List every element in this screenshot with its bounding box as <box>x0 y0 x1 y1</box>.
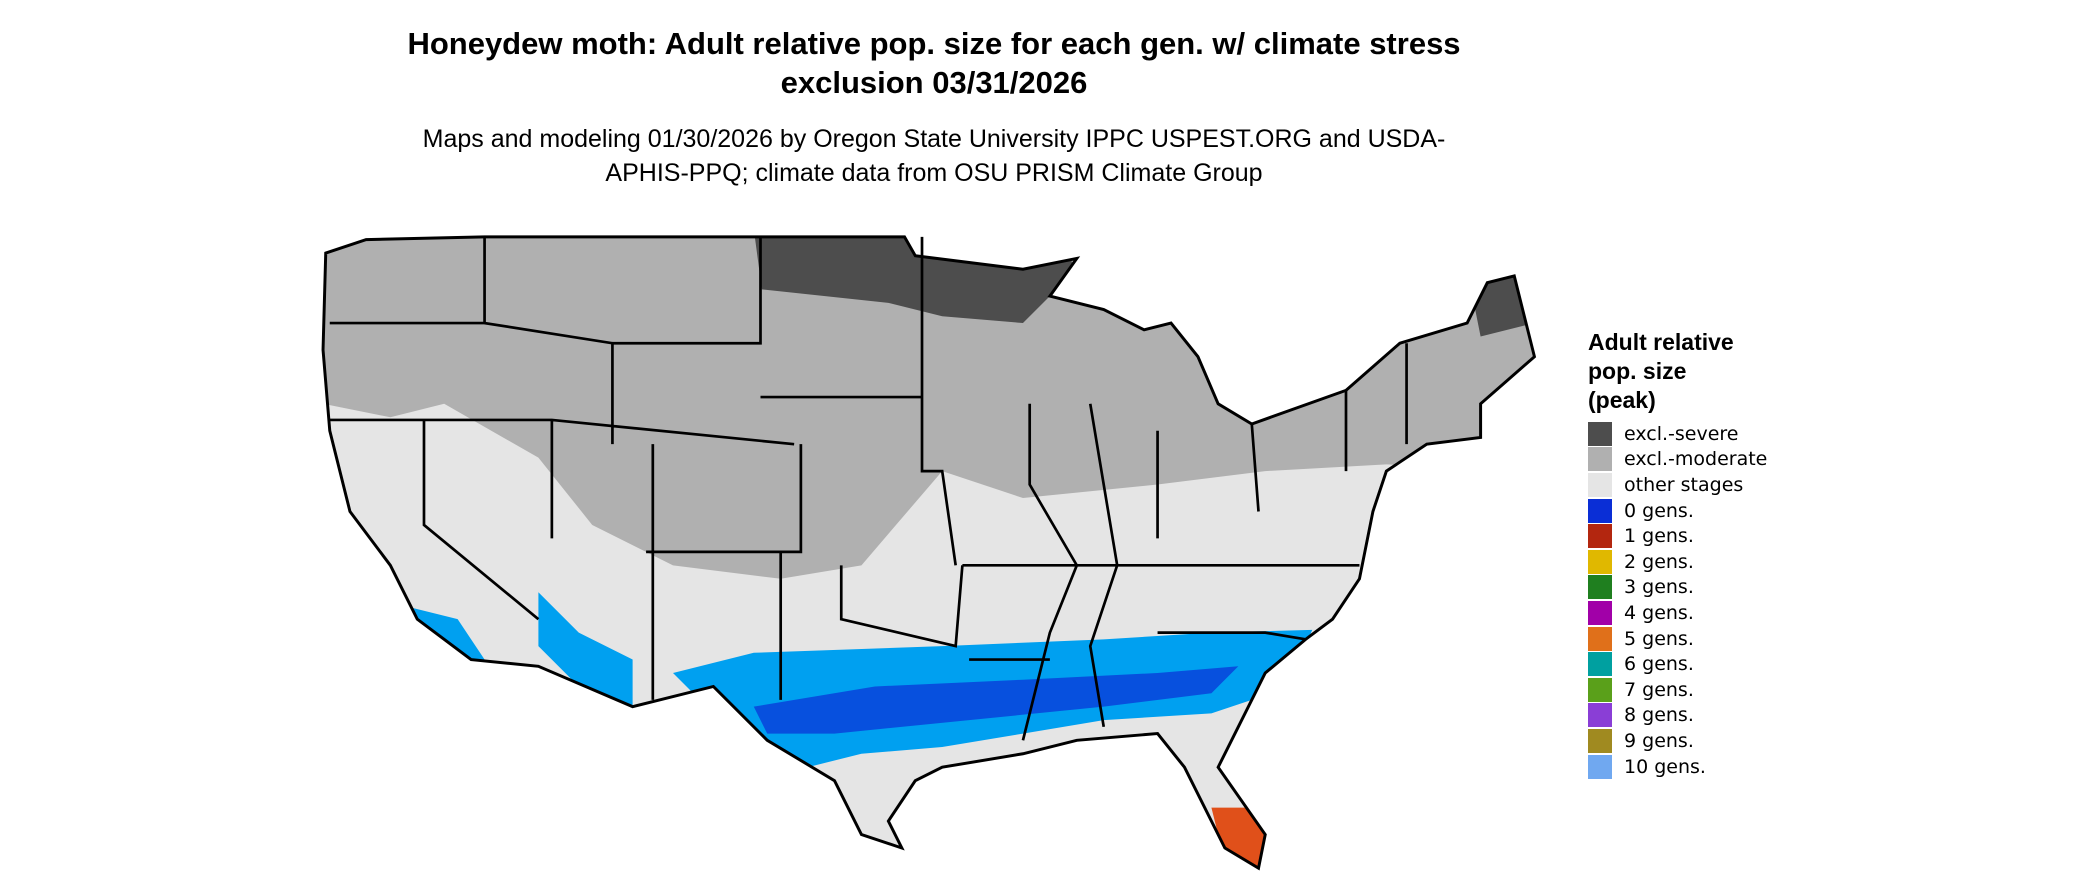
legend-label: 1 gens. <box>1624 525 1694 548</box>
legend-item: 4 gens. <box>1588 600 1767 626</box>
legend-swatch <box>1588 447 1612 472</box>
legend-swatch <box>1588 754 1612 779</box>
legend-label: 6 gens. <box>1624 653 1694 676</box>
legend-item: excl.-severe <box>1588 421 1767 447</box>
legend-item: 1 gens. <box>1588 523 1767 549</box>
legend-label: 8 gens. <box>1624 704 1694 727</box>
legend-item: other stages <box>1588 472 1767 498</box>
legend-swatch <box>1588 677 1612 702</box>
legend-swatch <box>1588 575 1612 600</box>
legend-item: excl.-moderate <box>1588 447 1767 473</box>
state-lines <box>329 236 1408 741</box>
legend-item: 3 gens. <box>1588 575 1767 601</box>
legend-swatch <box>1588 652 1612 677</box>
legend-label: 0 gens. <box>1624 499 1694 522</box>
legend-swatch <box>1588 524 1612 549</box>
legend-item: 0 gens. <box>1588 498 1767 524</box>
legend-label: 5 gens. <box>1624 627 1694 650</box>
legend-item: 6 gens. <box>1588 651 1767 677</box>
legend-swatch <box>1588 626 1612 651</box>
legend-label: 7 gens. <box>1624 678 1694 701</box>
legend-swatch <box>1588 728 1612 753</box>
legend-item: 5 gens. <box>1588 626 1767 652</box>
legend-label: 9 gens. <box>1624 729 1694 752</box>
legend-label: 3 gens. <box>1624 576 1694 599</box>
legend-label: 10 gens. <box>1624 755 1706 778</box>
us-map <box>321 235 1536 870</box>
legend-label: excl.-moderate <box>1624 448 1768 471</box>
legend-swatch <box>1588 498 1612 523</box>
legend-item: 7 gens. <box>1588 677 1767 703</box>
legend-label: excl.-severe <box>1624 422 1739 445</box>
legend-label: other stages <box>1624 473 1744 496</box>
legend-item: 9 gens. <box>1588 728 1767 754</box>
legend-label: 2 gens. <box>1624 550 1694 573</box>
subtitle: Maps and modeling 01/30/2026 by Oregon S… <box>422 125 1446 187</box>
legend-swatch <box>1588 472 1612 497</box>
legend-swatch <box>1588 600 1612 625</box>
legend-swatch <box>1588 421 1612 446</box>
legend-swatch <box>1588 703 1612 728</box>
legend-label: 4 gens. <box>1624 601 1694 624</box>
legend-item: 8 gens. <box>1588 703 1767 729</box>
legend-title: Adult relative pop. size (peak) <box>1588 329 1734 413</box>
legend-item: 10 gens. <box>1588 754 1767 780</box>
legend-item: 2 gens. <box>1588 549 1767 575</box>
legend: excl.-severe excl.-moderate other stages 0 … <box>1588 421 1767 779</box>
title: Honeydew moth: Adult relative pop. size … <box>407 26 1461 100</box>
legend-swatch <box>1588 549 1612 574</box>
